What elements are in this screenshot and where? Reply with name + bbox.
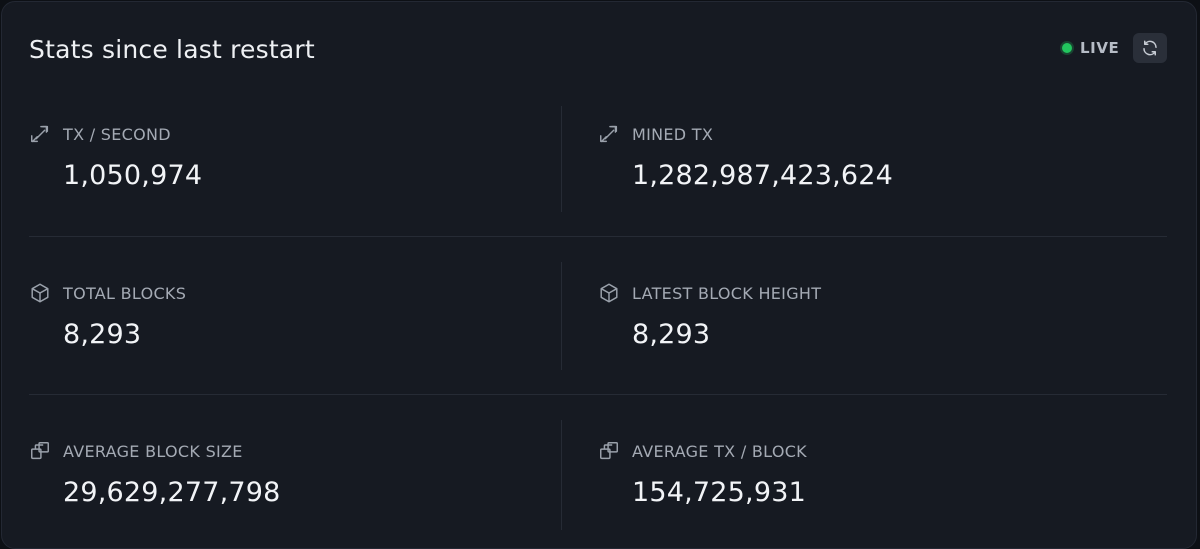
row-divider <box>29 236 1167 237</box>
stacked-squares-icon <box>598 440 620 462</box>
stat-average-tx-per-block: AVERAGE TX / BLOCK 154,725,931 <box>598 439 807 509</box>
cube-icon <box>598 282 620 304</box>
stat-value: 1,050,974 <box>63 160 203 191</box>
swap-arrows-icon <box>29 123 51 145</box>
stat-label: MINED TX <box>632 124 714 144</box>
stat-label: AVERAGE BLOCK SIZE <box>63 441 243 461</box>
swap-arrows-icon <box>598 123 620 145</box>
live-label: LIVE <box>1080 39 1120 57</box>
stat-label: TOTAL BLOCKS <box>63 283 187 303</box>
row-divider <box>29 394 1167 395</box>
refresh-button[interactable] <box>1133 33 1167 63</box>
column-divider <box>561 420 562 530</box>
stat-mined-tx: MINED TX 1,282,987,423,624 <box>598 122 893 192</box>
stat-value: 1,282,987,423,624 <box>632 160 894 191</box>
stat-average-block-size: AVERAGE BLOCK SIZE 29,629,277,798 <box>29 439 281 509</box>
live-status-dot <box>1062 43 1072 53</box>
stat-value: 8,293 <box>632 319 711 350</box>
cube-icon <box>29 282 51 304</box>
live-indicator: LIVE <box>1062 36 1119 60</box>
stat-label: LATEST BLOCK HEIGHT <box>632 283 822 303</box>
stat-latest-block-height: LATEST BLOCK HEIGHT 8,293 <box>598 281 821 351</box>
stacked-squares-icon <box>29 440 51 462</box>
column-divider <box>561 106 562 212</box>
panel-title: Stats since last restart <box>29 35 315 64</box>
stat-value: 29,629,277,798 <box>63 477 281 508</box>
stat-value: 154,725,931 <box>632 477 806 508</box>
stat-tx-per-second: TX / SECOND 1,050,974 <box>29 122 202 192</box>
stat-label: TX / SECOND <box>63 124 171 144</box>
stat-total-blocks: TOTAL BLOCKS 8,293 <box>29 281 186 351</box>
column-divider <box>561 262 562 370</box>
stat-value: 8,293 <box>63 319 142 350</box>
stat-label: AVERAGE TX / BLOCK <box>632 441 807 461</box>
refresh-icon <box>1143 40 1157 56</box>
